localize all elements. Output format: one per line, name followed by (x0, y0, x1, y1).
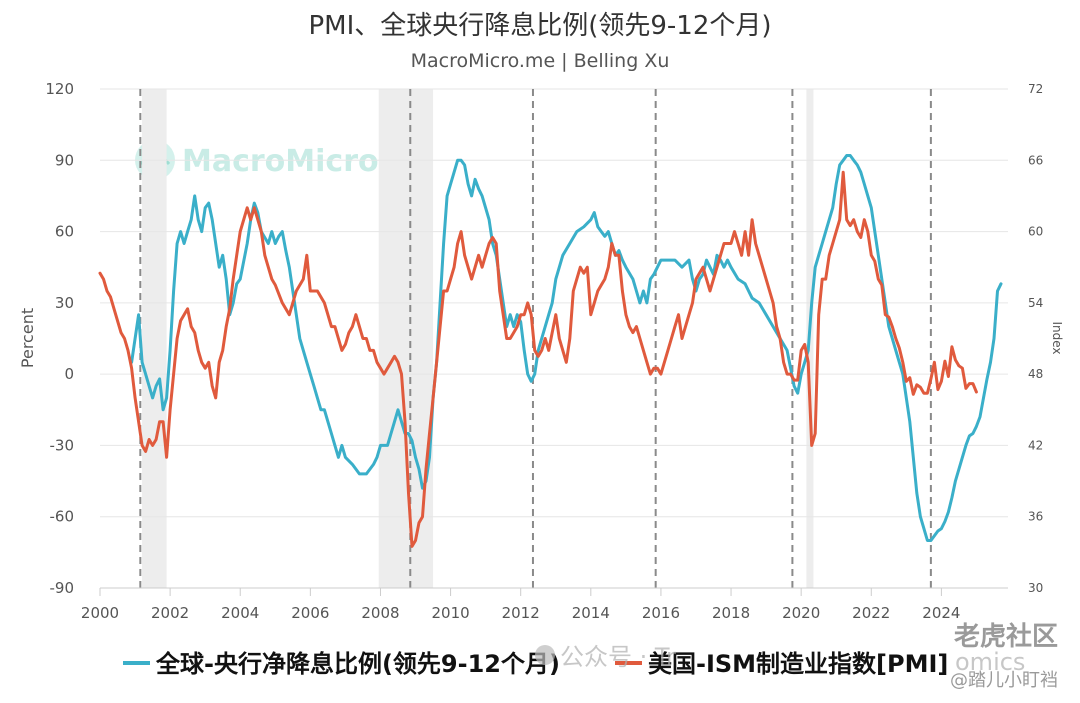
legend-label-ism: 美国-ISM制造业指数[PMI] (648, 650, 948, 678)
x-tick-label-10: 2020 (782, 604, 820, 622)
right-tick-label-2: 42 (1028, 438, 1043, 452)
left-axis-ticks: -90 -60 -30 0 30 60 90 120 (45, 80, 74, 597)
left-tick-label-3: 0 (64, 365, 74, 383)
x-tick-label-12: 2024 (922, 604, 960, 622)
x-tick-label-11: 2022 (852, 604, 890, 622)
legend-label-global: 全球-央行净降息比例(领先9-12个月) (155, 650, 560, 678)
footer-watermark: 公众号 · Tr omics (535, 643, 1025, 676)
x-axis-ticks: 2000 2002 2004 2006 2008 2010 2012 2014 2016 2018… (81, 587, 1008, 622)
series-lines (98, 154, 1003, 548)
x-tick-label-8: 2016 (642, 604, 680, 622)
wechat-icon (535, 645, 555, 665)
series-line-1 (98, 170, 978, 548)
chart-title: PMI、全球央行降息比例(领先9-12个月) (308, 11, 771, 41)
x-tick-label-3: 2006 (291, 604, 329, 622)
corner-watermark: 老虎社区 @踏儿小盯裆 (950, 621, 1058, 691)
right-tick-label-6: 66 (1028, 153, 1043, 167)
footer-watermark-left: 公众号 · Tr (560, 643, 676, 671)
x-tick-label-0: 2000 (81, 604, 119, 622)
corner-user: @踏儿小盯裆 (950, 670, 1058, 691)
left-tick-label-4: 30 (55, 294, 74, 312)
x-tick-label-4: 2008 (361, 604, 399, 622)
left-tick-label-1: -60 (50, 508, 75, 526)
left-axis-label: Percent (18, 308, 37, 368)
x-tick-label-1: 2002 (151, 604, 189, 622)
right-tick-label-3: 48 (1028, 367, 1043, 381)
x-tick-label-7: 2014 (572, 604, 610, 622)
right-tick-label-0: 30 (1028, 581, 1043, 595)
right-tick-label-7: 72 (1028, 82, 1043, 96)
footer-watermark-right: omics (955, 648, 1025, 676)
x-tick-label-9: 2018 (712, 604, 750, 622)
x-tick-label-6: 2012 (502, 604, 540, 622)
right-tick-label-4: 54 (1028, 296, 1043, 310)
left-tick-label-6: 90 (55, 151, 74, 169)
right-axis-ticks: 30 36 42 48 54 60 66 72 (1028, 82, 1043, 595)
macromicro-watermark-text: MacroMicro (182, 144, 379, 179)
left-tick-label-0: -90 (50, 579, 75, 597)
corner-brand: 老虎社区 (954, 621, 1058, 652)
recession-band-0 (142, 89, 167, 588)
right-axis-label: Index (1050, 321, 1064, 354)
x-tick-label-5: 2010 (431, 604, 469, 622)
series-line-0 (130, 154, 1003, 542)
right-tick-label-5: 60 (1028, 225, 1043, 239)
right-tick-label-1: 36 (1028, 510, 1043, 524)
chart-subtitle: MacroMicro.me | Belling Xu (411, 50, 670, 72)
legend: 全球-央行净降息比例(领先9-12个月) 美国-ISM制造业指数[PMI] (123, 650, 948, 678)
left-tick-label-2: -30 (50, 436, 75, 454)
left-tick-label-5: 60 (55, 223, 74, 241)
x-tick-label-2: 2004 (221, 604, 259, 622)
left-tick-label-7: 120 (45, 80, 74, 98)
recession-band-1 (378, 89, 434, 588)
